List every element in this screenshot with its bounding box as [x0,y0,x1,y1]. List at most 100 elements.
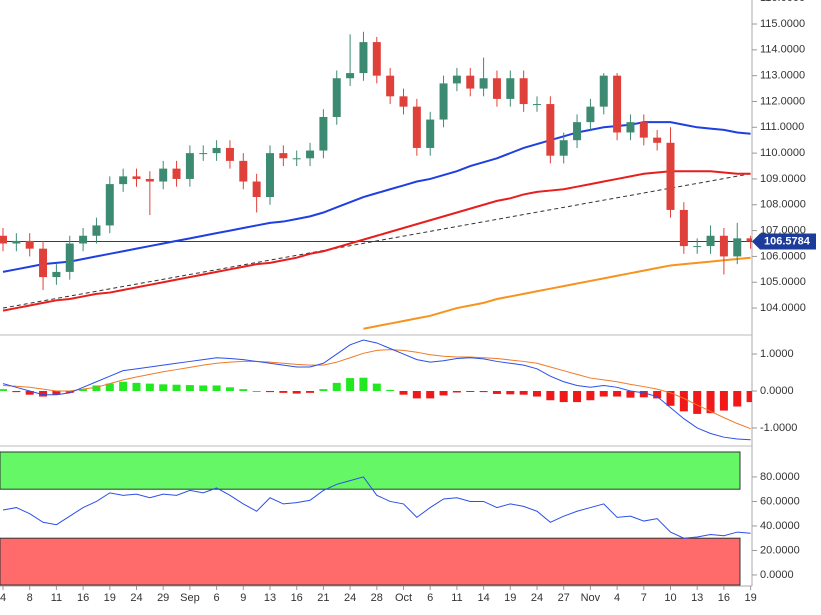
x-tick-label: 11 [51,592,62,604]
x-tick-label: 8 [27,592,33,604]
histogram-bar [105,383,114,391]
histogram-bar [252,391,261,392]
candle-body [693,246,702,248]
candle-body [359,42,368,74]
candle-body [706,235,715,247]
candle-body [292,158,301,160]
x-tick-label: Oct [395,592,412,604]
histogram-bar [666,391,675,406]
histogram-bar [386,389,395,391]
candle-body [533,104,541,106]
rsi-line [2,476,751,539]
histogram-bar [332,382,341,391]
y-tick-label: 108.0000 [760,199,806,211]
moving-average [2,170,751,312]
x-tick-label: 16 [77,592,89,604]
x-tick-label: 19 [744,592,756,604]
histogram-bar [159,384,168,391]
x-tick-label: 10 [664,592,676,604]
y-tick-label: 115.0000 [760,18,805,30]
plot-area [0,31,752,586]
last-price-tag [752,233,816,250]
candle-body [386,75,395,97]
y-tick-label: 113.0000 [760,70,805,82]
candle-body [613,75,622,133]
macd-line [2,339,751,441]
candle-body [332,78,341,117]
candle-body [79,235,88,244]
histogram-bar [559,391,568,403]
moving-average [363,256,751,330]
candle-body [306,150,315,159]
histogram-bar [412,391,421,399]
candle-body [439,83,448,120]
candle-body [25,240,34,249]
histogram-bar [25,391,34,395]
x-tick-label: 11 [451,592,462,604]
histogram-bar [145,383,154,391]
x-tick-label: 16 [291,592,303,604]
histogram-bar [426,391,435,399]
candle-body [199,153,208,155]
histogram-bar [92,385,101,391]
candle-body [266,153,274,198]
histogram-bar [132,382,141,391]
y-tick-label: 0.0000 [760,385,794,397]
x-tick-label: 6 [427,592,433,604]
histogram-bar [0,389,7,391]
histogram-bar [185,385,194,391]
histogram-bar [52,391,61,395]
histogram-bar [279,391,288,393]
candle-body [426,119,435,148]
candle-body [559,140,568,156]
histogram-bar [319,389,328,391]
candle-body [412,106,421,148]
trendline [2,173,751,309]
candle-body [599,75,608,107]
x-tick-label: 21 [317,592,329,604]
candle-body [506,78,515,99]
candle-body [519,78,528,105]
candle-body [399,96,408,107]
x-tick-label: 24 [130,592,142,604]
x-tick-label: 19 [104,592,116,604]
candle-body [239,160,248,182]
histogram-bar [492,391,501,394]
histogram-bar [212,385,221,391]
candle-body [666,142,675,210]
histogram-bar [65,391,74,393]
moving-average [2,121,751,273]
histogram-bar [172,384,181,391]
histogram-bar [479,391,488,393]
candle-body [132,176,141,179]
axes: 104.0000105.0000106.0000107.0000108.0000… [0,0,816,604]
y-tick-label: 112.0000 [760,95,805,107]
histogram-bar [653,391,662,399]
histogram-bar [119,381,128,391]
y-tick-label: 116.0000 [760,0,805,4]
candle-body [492,78,501,99]
x-tick-label: 4 [0,592,6,604]
histogram-bar [12,391,21,393]
histogram-bar [466,391,475,392]
x-tick-label: Sep [180,592,200,604]
candle-body [279,153,288,159]
histogram-bar [79,389,88,391]
histogram-bar [733,391,742,407]
y-tick-label: 40.0000 [760,520,800,532]
y-tick-label: 114.0000 [760,44,805,56]
x-tick-label: 29 [157,592,169,604]
candle-body [452,75,461,84]
candle-body [212,147,221,154]
x-tick-label: 19 [504,592,516,604]
histogram-bar [546,391,555,401]
histogram-bar [359,377,368,391]
x-tick-label: Nov [581,592,601,604]
histogram-bar [599,391,608,397]
histogram-bar [679,391,688,412]
candle-body [639,122,648,138]
candle-body [746,238,752,242]
candle-body [719,235,728,257]
y-tick-label: 104.0000 [760,302,806,314]
